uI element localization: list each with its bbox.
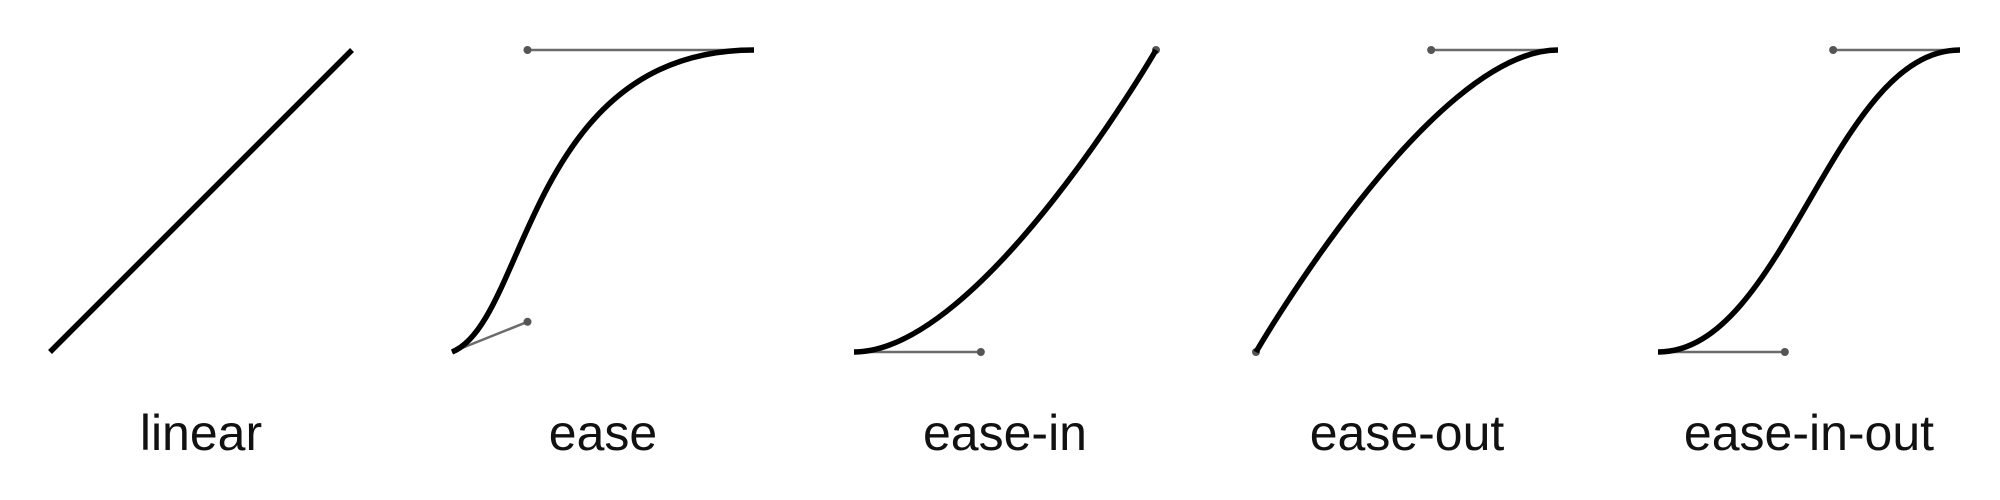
curve-panel-ease-out: ease-out (1252, 46, 1559, 461)
curve-panel-ease-in-out: ease-in-out (1657, 46, 1961, 461)
timing-curve-ease-in (853, 48, 1159, 355)
timing-curve-ease (450, 47, 755, 355)
timing-curve-ease-in-out (1657, 47, 1961, 355)
timing-curve-linear (48, 48, 354, 354)
curve-label-ease-out: ease-out (1310, 405, 1505, 461)
end-handle-point (1427, 46, 1436, 54)
timing-curve-ease-out (1253, 47, 1559, 354)
end-handle-point (1829, 46, 1838, 54)
curve-label-linear: linear (140, 405, 262, 461)
end-handle-point (523, 46, 532, 54)
curve-panel-ease: ease (450, 46, 755, 461)
start-handle-point (523, 317, 532, 326)
curve-panel-linear: linear (48, 48, 354, 461)
curve-label-ease-in-out: ease-in-out (1684, 405, 1934, 461)
curve-label-ease: ease (549, 405, 657, 461)
start-handle-point (976, 348, 985, 356)
curve-label-ease-in: ease-in (923, 405, 1087, 461)
curve-panel-ease-in: ease-in (853, 46, 1160, 461)
start-handle-point (1780, 348, 1789, 356)
